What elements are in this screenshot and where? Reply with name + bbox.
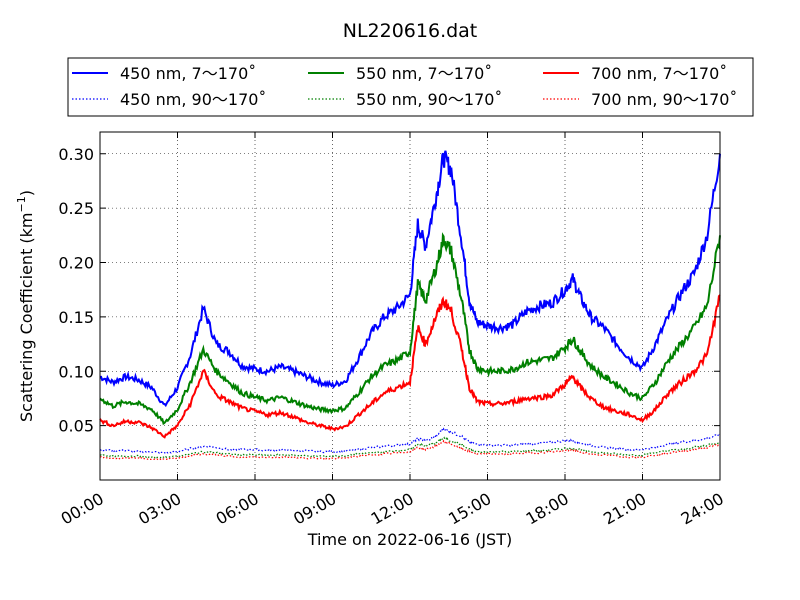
x-tick-labels: 00:00 03:00 06:00 09:00 12:00 15:00 18:00 21:00… <box>58 489 727 529</box>
series-line <box>99 436 721 459</box>
legend-label: 550 nm, 90～170˚ <box>356 90 502 109</box>
y-tick-label: 0.10 <box>58 362 94 381</box>
y-axis-label: Scattering Coefficient (km−1) <box>15 190 36 422</box>
x-tick-label: 12:00 <box>368 489 417 529</box>
series-line <box>99 150 721 408</box>
y-tick-label: 0.30 <box>58 145 94 164</box>
legend: 450 nm, 7～170˚ 450 nm, 90～170˚ 550 nm, 7～1… <box>67 57 754 117</box>
series-line <box>99 294 721 439</box>
series-line <box>99 427 721 454</box>
y-tick-label: 0.20 <box>58 254 94 273</box>
legend-label: 450 nm, 7～170˚ <box>120 64 256 83</box>
x-tick-label: 21:00 <box>600 489 649 529</box>
y-tick-label: 0.15 <box>58 308 94 327</box>
legend-label: 550 nm, 7～170˚ <box>356 64 492 83</box>
x-tick-label: 15:00 <box>445 489 494 529</box>
y-tick-labels: 0.05 0.10 0.15 0.20 0.25 0.30 <box>58 145 94 436</box>
series-layer <box>99 150 721 461</box>
chart-title: NL220616.dat <box>343 20 478 42</box>
grid <box>100 132 720 480</box>
y-tick-label: 0.25 <box>58 199 94 218</box>
series-line <box>99 232 721 426</box>
x-tick-label: 18:00 <box>523 489 572 529</box>
x-tick-label: 24:00 <box>678 489 727 529</box>
x-axis-label: Time on 2022-06-16 (JST) <box>307 530 512 549</box>
x-tick-label: 00:00 <box>58 489 107 529</box>
x-tick-label: 03:00 <box>135 489 184 529</box>
legend-label: 700 nm, 90～170˚ <box>591 90 737 109</box>
y-axis-label-close: ) <box>17 190 36 196</box>
y-tick-label: 0.05 <box>58 417 94 436</box>
ticks <box>99 132 721 480</box>
legend-frame <box>67 57 754 117</box>
legend-label: 450 nm, 90～170˚ <box>120 90 266 109</box>
x-tick-label: 09:00 <box>290 489 339 529</box>
y-axis-label-sup: −1 <box>15 196 28 212</box>
x-tick-label: 06:00 <box>213 489 262 529</box>
legend-label: 700 nm, 7～170˚ <box>591 64 727 83</box>
series-line <box>99 439 721 461</box>
y-axis-label-main: Scattering Coefficient (km <box>17 212 36 422</box>
